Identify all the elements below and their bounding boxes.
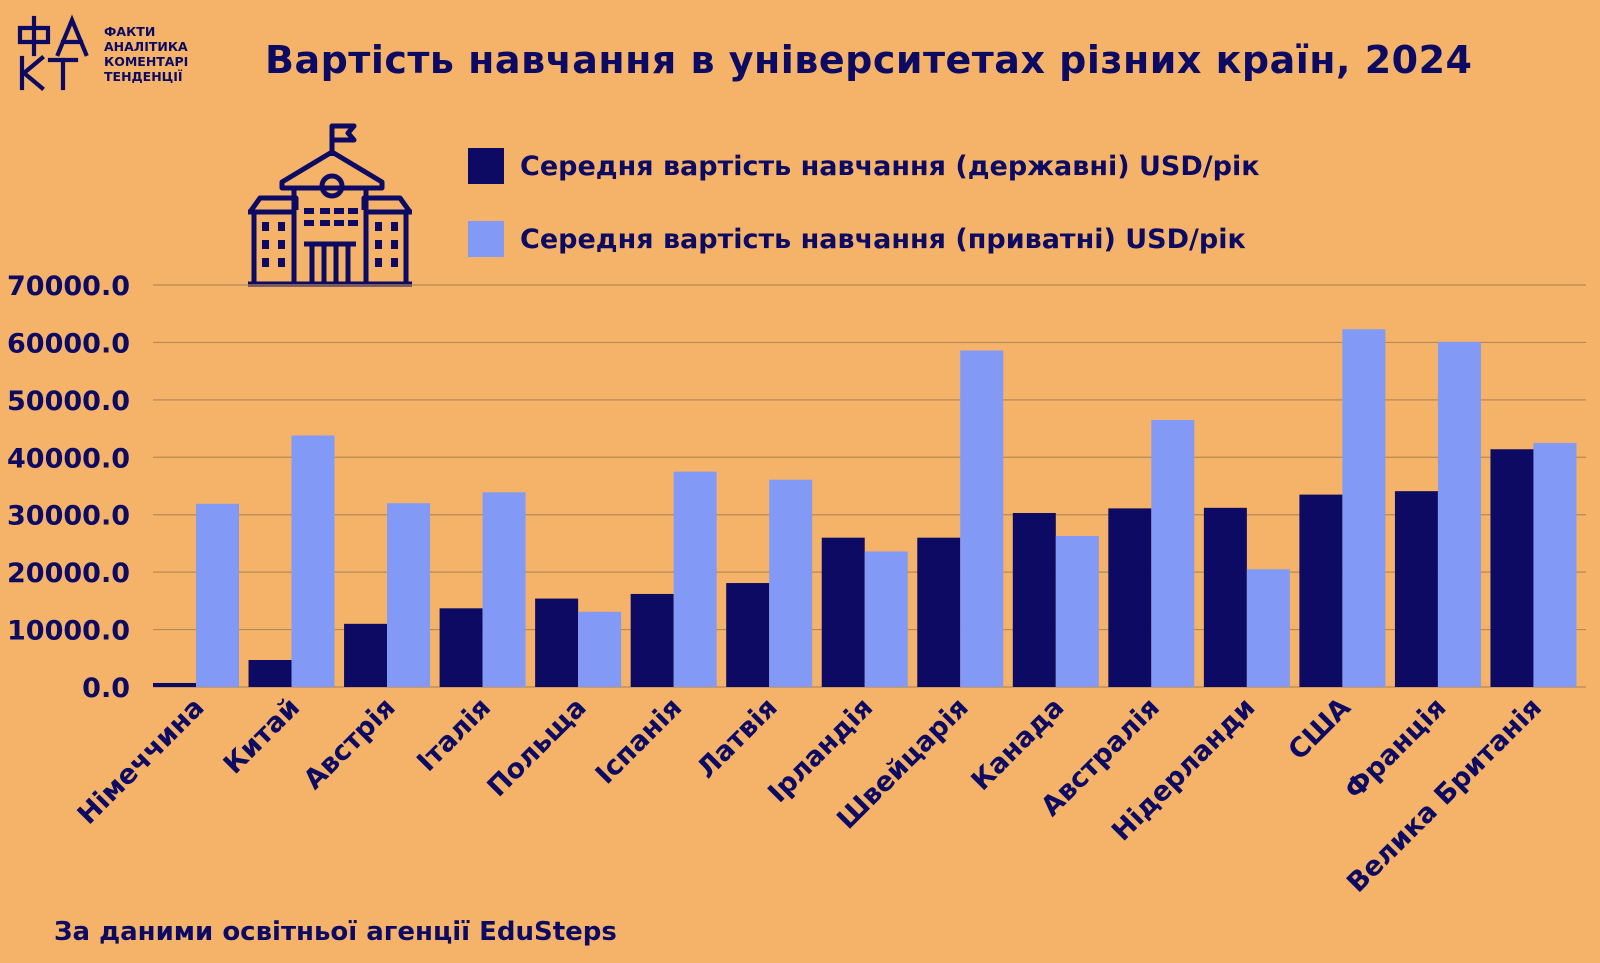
y-tick-label: 40000.0 — [7, 443, 130, 474]
y-tick-label: 20000.0 — [7, 558, 130, 589]
logo-line: ТЕНДЕНЦІЇ — [104, 69, 183, 84]
x-tick-label: Китай — [218, 692, 306, 780]
bar-public — [153, 682, 196, 687]
logo-line: КОМЕНТАРІ — [104, 54, 189, 69]
bar-private — [1437, 341, 1481, 687]
chart-title: Вартість навчання в університетах різних… — [265, 38, 1473, 82]
bar-private — [291, 435, 335, 687]
bar-public — [1012, 512, 1056, 687]
x-tick-label: Італія — [411, 692, 497, 778]
x-tick-label: Іспанія — [590, 692, 688, 790]
x-tick-label: Польща — [482, 692, 593, 803]
bar-private — [1246, 569, 1290, 687]
source-note: За даними освітньої агенції EduSteps — [54, 917, 617, 947]
legend-item-public: Середня вартість навчання (державні) USD… — [468, 148, 1260, 184]
bar-public — [630, 593, 674, 687]
bar-private — [1151, 419, 1195, 687]
y-tick-label: 50000.0 — [7, 386, 130, 417]
bar-private — [1342, 329, 1386, 687]
bar-public — [535, 598, 579, 687]
y-tick-label: 0.0 — [82, 673, 130, 704]
y-tick-label: 10000.0 — [7, 616, 130, 647]
legend-label-public: Середня вартість навчання (державні) USD… — [520, 150, 1260, 182]
bar-private — [482, 492, 526, 687]
bar-public — [439, 608, 483, 687]
bars — [153, 329, 1577, 687]
legend-item-private: Середня вартість навчання (приватні) USD… — [468, 221, 1246, 257]
fakty-logo — [17, 14, 89, 91]
x-tick-label: Австрія — [298, 692, 402, 796]
legend-label-private: Середня вартість навчання (приватні) USD… — [520, 223, 1246, 255]
bar-public — [917, 537, 961, 687]
y-tick-label: 70000.0 — [7, 271, 130, 302]
bar-public — [1203, 507, 1247, 687]
bar-public — [1394, 491, 1438, 687]
school-building-icon — [248, 123, 412, 287]
bar-private — [578, 611, 622, 687]
x-tick-label: Велика Британія — [1341, 692, 1548, 899]
logo-text: ФАКТИ АНАЛІТИКА КОМЕНТАРІ ТЕНДЕНЦІЇ — [104, 24, 188, 84]
bar-private — [769, 479, 813, 687]
bar-public — [344, 623, 388, 687]
logo-line: ФАКТИ — [104, 24, 156, 39]
bar-private — [387, 503, 431, 687]
legend-swatch-public — [468, 148, 504, 184]
bar-public — [1490, 449, 1534, 687]
y-tick-label: 60000.0 — [7, 328, 130, 359]
bar-private — [1055, 535, 1099, 687]
y-tick-label: 30000.0 — [7, 501, 130, 532]
legend-swatch-private — [468, 221, 504, 257]
bar-public — [726, 583, 770, 687]
x-tick-label: США — [1283, 692, 1357, 766]
bar-private — [960, 350, 1004, 687]
logo-line: АНАЛІТИКА — [104, 39, 188, 54]
bar-private — [864, 551, 908, 687]
bar-public — [248, 660, 292, 687]
bar-public — [1108, 508, 1152, 687]
bar-private — [673, 471, 717, 687]
bar-public — [1299, 494, 1343, 687]
y-axis-ticks: 0.0 10000.0 20000.0 30000.0 40000.0 50000.0 60… — [7, 271, 130, 704]
bar-private — [195, 503, 239, 687]
x-tick-label: Німеччина — [72, 692, 211, 831]
bar-private — [1533, 442, 1577, 687]
x-tick-label: Латвія — [691, 692, 784, 785]
bar-public — [821, 537, 865, 687]
